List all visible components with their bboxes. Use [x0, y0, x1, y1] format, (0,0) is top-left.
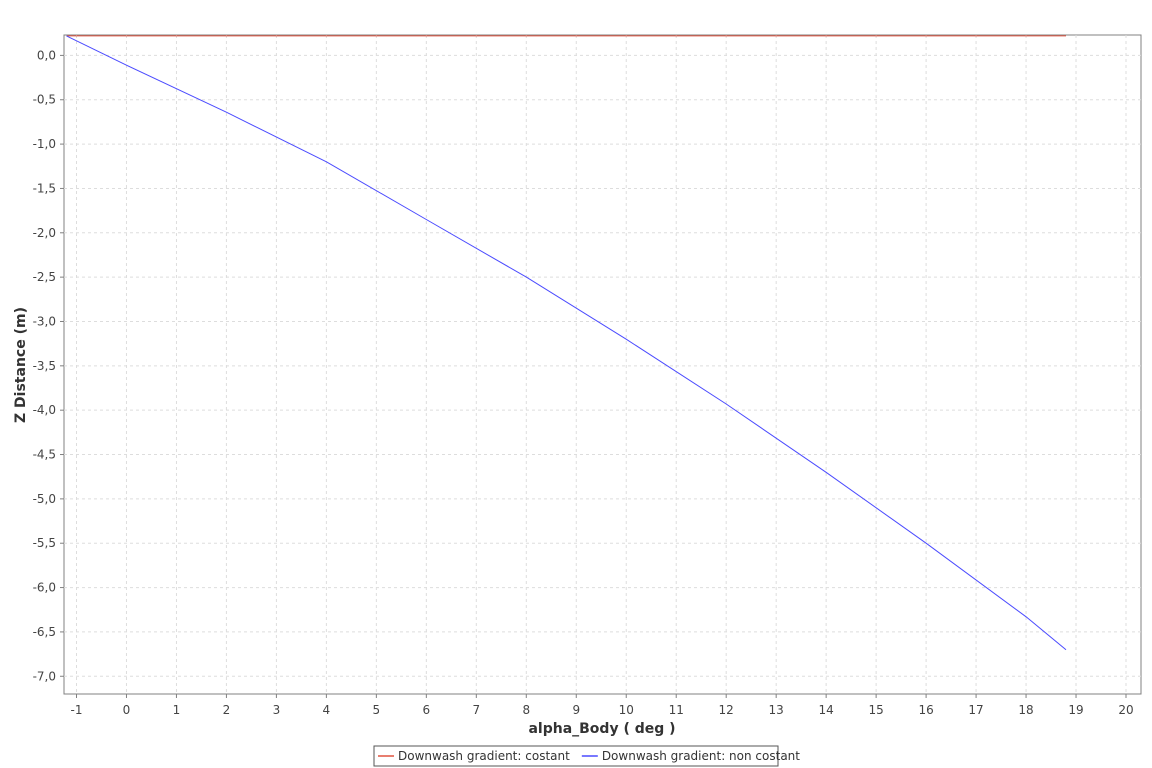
- series-line-1: [66, 35, 1067, 651]
- grid: [64, 35, 1141, 694]
- y-tick-label: -7,0: [33, 669, 56, 683]
- x-tick-label: 17: [968, 703, 983, 717]
- x-tick-label: 15: [868, 703, 883, 717]
- x-tick-label: 11: [669, 703, 684, 717]
- x-tick-label: 7: [472, 703, 480, 717]
- x-tick-label: 0: [123, 703, 131, 717]
- y-tick-label: -2,5: [33, 270, 56, 284]
- y-tick-label: -2,0: [33, 226, 56, 240]
- x-tick-label: 16: [918, 703, 933, 717]
- y-tick-label: -3,0: [33, 314, 56, 328]
- x-axis-title: alpha_Body ( deg ): [528, 721, 675, 737]
- x-tick-label: 4: [323, 703, 331, 717]
- x-tick-label: 20: [1118, 703, 1133, 717]
- legend-box: [373, 745, 779, 767]
- legend-label: Downwash gradient: non costant: [602, 749, 800, 763]
- y-tick-label: -3,5: [33, 359, 56, 373]
- axes: -1 0 1 2 3 4 5 6 7 8 9 10 11 12 13 14 15 16 17 18 19 200,0-0,…: [33, 48, 1134, 717]
- x-tick-label: 1: [173, 703, 181, 717]
- y-tick-label: -5,5: [33, 536, 56, 550]
- x-tick-label: 9: [572, 703, 580, 717]
- y-tick-label: -1,0: [33, 137, 56, 151]
- legend-label: Downwash gradient: costant: [398, 749, 570, 763]
- x-tick-label: 12: [719, 703, 734, 717]
- y-tick-label: -1,5: [33, 181, 56, 195]
- y-tick-label: -4,0: [33, 403, 56, 417]
- x-tick-label: 19: [1068, 703, 1083, 717]
- y-tick-label: -0,5: [33, 93, 56, 107]
- x-tick-label: 10: [619, 703, 634, 717]
- series-lines: [66, 35, 1067, 651]
- x-tick-label: 2: [223, 703, 231, 717]
- legend: Downwash gradient: costant Downwash gradi…: [373, 745, 800, 767]
- y-tick-label: -6,0: [33, 581, 56, 595]
- x-tick-label: 6: [423, 703, 431, 717]
- x-tick-label: 5: [373, 703, 381, 717]
- y-tick-label: -4,5: [33, 448, 56, 462]
- x-tick-label: 3: [273, 703, 281, 717]
- x-tick-label: 14: [819, 703, 834, 717]
- y-tick-label: 0,0: [37, 48, 56, 62]
- plot-area: [63, 34, 1142, 695]
- y-axis-title: Z Distance (m): [13, 307, 29, 423]
- y-tick-label: -6,5: [33, 625, 56, 639]
- x-tick-label: 13: [769, 703, 784, 717]
- x-tick-label: -1: [71, 703, 83, 717]
- x-tick-label: 8: [522, 703, 530, 717]
- x-tick-label: 18: [1018, 703, 1033, 717]
- y-tick-label: -5,0: [33, 492, 56, 506]
